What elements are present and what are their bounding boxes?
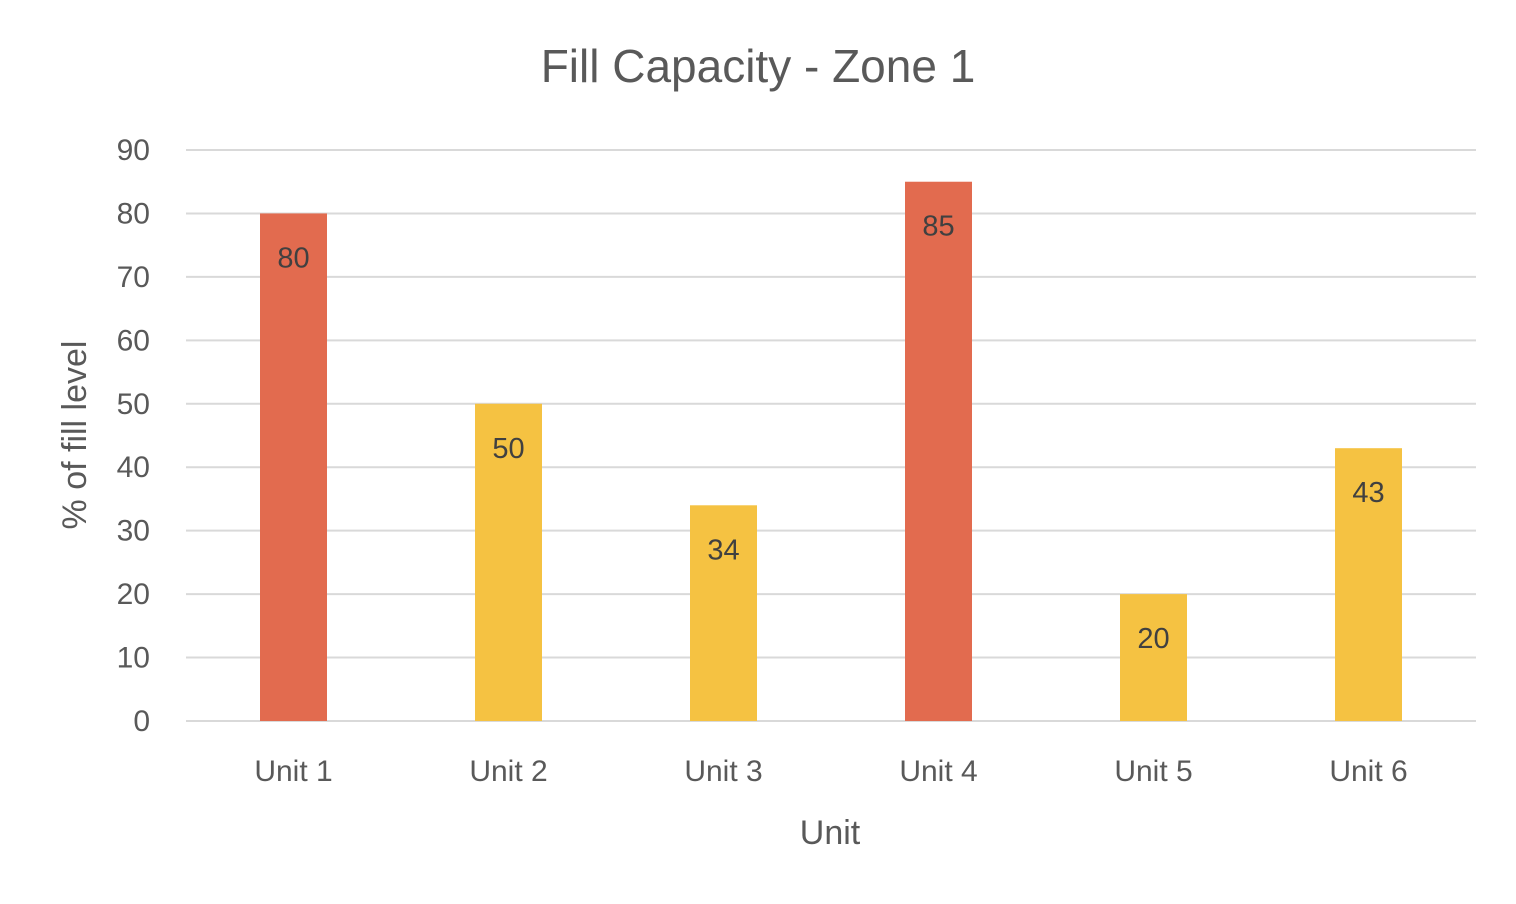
y-tick-label: 90 xyxy=(117,134,150,167)
y-tick-label: 50 xyxy=(117,388,150,421)
data-labels: 80 50 34 85 20 43 xyxy=(277,211,1384,655)
y-tick-label: 60 xyxy=(117,324,150,357)
bar-data-label: 85 xyxy=(922,211,954,243)
y-tick-label: 20 xyxy=(117,578,150,611)
x-tick-label: Unit 6 xyxy=(1329,755,1407,788)
x-axis-title: Unit xyxy=(800,814,861,852)
bar xyxy=(690,505,757,721)
bar-data-label: 34 xyxy=(707,534,739,566)
y-tick-label: 70 xyxy=(117,261,150,294)
y-axis-ticks: 0 10 20 30 40 50 60 70 80 90 xyxy=(117,134,150,738)
y-tick-label: 0 xyxy=(133,705,150,738)
bar xyxy=(260,213,327,721)
y-axis-title: % of fill level xyxy=(56,341,94,530)
x-tick-label: Unit 2 xyxy=(469,755,547,788)
y-tick-label: 10 xyxy=(117,642,150,675)
chart-title: Fill Capacity - Zone 1 xyxy=(541,40,976,92)
x-tick-label: Unit 1 xyxy=(254,755,332,788)
bar xyxy=(475,403,542,721)
bar xyxy=(905,181,972,721)
y-tick-label: 30 xyxy=(117,515,150,548)
bars xyxy=(260,181,1402,721)
y-tick-label: 80 xyxy=(117,197,150,230)
x-axis-ticks: Unit 1 Unit 2 Unit 3 Unit 4 Unit 5 Unit 6 xyxy=(254,755,1407,788)
x-tick-label: Unit 5 xyxy=(1114,755,1192,788)
y-tick-label: 40 xyxy=(117,451,150,484)
gridlines xyxy=(186,149,1476,722)
bar-data-label: 43 xyxy=(1352,477,1384,509)
bar-data-label: 80 xyxy=(277,242,309,274)
x-tick-label: Unit 3 xyxy=(684,755,762,788)
bar xyxy=(1335,448,1402,721)
x-tick-label: Unit 4 xyxy=(899,755,977,788)
bar xyxy=(1120,594,1187,721)
bar-data-label: 50 xyxy=(492,433,524,465)
bar-data-label: 20 xyxy=(1137,623,1169,655)
